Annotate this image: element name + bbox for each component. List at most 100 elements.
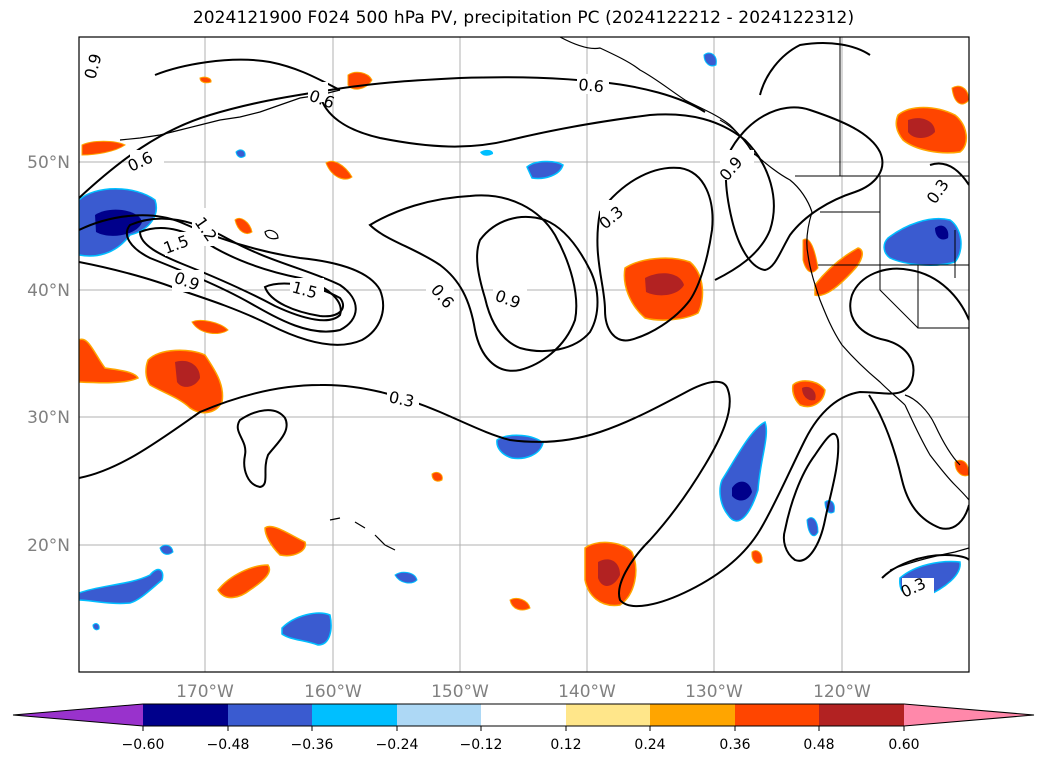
colorbar-segment <box>481 704 566 726</box>
pos-area-small-3 <box>199 76 212 84</box>
colorbar-tick-label: 0.24 <box>634 737 665 753</box>
lat-label-20n: 20°N <box>27 536 70 556</box>
pos-area-sw-1 <box>264 525 307 557</box>
pv-label: 0.6 <box>578 75 605 96</box>
neg-area-hawaii <box>394 571 418 584</box>
pv-contour-east-north <box>759 42 871 96</box>
lat-label-50n: 50°N <box>27 153 70 173</box>
pv-label: 0.3 <box>387 387 416 411</box>
pv-contour-0-6-wave <box>319 94 775 281</box>
colorbar-segment <box>819 704 904 726</box>
pos-area-ne-corner <box>951 85 969 105</box>
lon-label-120w: 120°W <box>813 682 871 702</box>
negative-precip-areas <box>79 52 962 646</box>
pos-area-small-6 <box>509 597 531 611</box>
colorbar-tick-label: −0.24 <box>376 737 419 753</box>
neg-area-south-central <box>281 612 332 646</box>
lon-label-140w: 140°W <box>558 682 616 702</box>
small-island-1 <box>264 229 279 240</box>
neg-core-east <box>732 481 752 501</box>
pos-area-small-1 <box>191 319 229 335</box>
neg-area-small-2 <box>480 149 494 156</box>
hawaii-islands <box>329 517 396 551</box>
colorbar-extend-left <box>13 704 143 726</box>
us-borders <box>795 37 969 329</box>
baja-inner <box>904 394 961 466</box>
colorbar-tick-label: −0.36 <box>291 737 334 753</box>
us-west-coast <box>806 211 906 406</box>
lon-label-150w: 150°W <box>431 682 489 702</box>
pos-core-east-1 <box>802 386 816 401</box>
pv-contour-0-9-east <box>724 106 884 272</box>
neg-area-small-3 <box>235 149 246 158</box>
pv-contour-0-9-central <box>476 215 599 352</box>
colorbar-segment <box>228 704 312 726</box>
latitude-labels: 50°N 40°N 30°N 20°N <box>27 153 70 556</box>
pos-core-south <box>598 559 620 586</box>
pv-contour-1-2 <box>125 217 357 333</box>
colorbar-segment <box>566 704 650 726</box>
pos-area-small-2 <box>234 217 253 234</box>
pv-contour-north-loop <box>154 58 341 91</box>
colorbar: −0.60 −0.48 −0.36 −0.24 −0.12 0.12 0.24 … <box>12 703 1035 753</box>
lon-label-160w: 160°W <box>304 682 362 702</box>
colorbar-segment <box>650 704 735 726</box>
pv-contour-south-loop <box>782 432 840 562</box>
colorbar-tick-label: −0.12 <box>460 737 503 753</box>
colorbar-tick-label: 0.12 <box>550 737 581 753</box>
pos-core-central <box>645 273 684 296</box>
pos-core-big-west <box>175 360 200 387</box>
colorbar-ticks <box>142 726 905 731</box>
alaska-coast <box>559 37 756 156</box>
colorbar-segment <box>397 704 481 726</box>
colorbar-tick-label: −0.60 <box>122 737 165 753</box>
pv-contour-east-wave <box>868 394 969 530</box>
map-title: 2024121900 F024 500 hPa PV, precipitatio… <box>192 8 855 28</box>
positive-precip-areas <box>79 71 969 611</box>
lon-label-130w: 130°W <box>685 682 743 702</box>
colorbar-tick-label: −0.48 <box>207 737 250 753</box>
pv-contour-1-5-west <box>138 227 342 322</box>
lat-label-30n: 30°N <box>27 408 70 428</box>
lat-label-40n: 40°N <box>27 281 70 301</box>
pos-core-pnw <box>908 118 935 138</box>
bc-coast <box>719 119 813 213</box>
pos-area-north-west <box>81 140 126 156</box>
colorbar-tick-label: 0.48 <box>803 737 834 753</box>
colorbar-tick-label: 0.60 <box>888 737 919 753</box>
neg-area-small-4 <box>92 623 100 631</box>
pv-contour-0-6-central <box>368 194 578 372</box>
pv-contour-ne <box>929 162 969 186</box>
colorbar-segment <box>312 704 397 726</box>
border-states-west <box>818 176 969 329</box>
colorbar-extend-right <box>904 704 1034 726</box>
map-frame <box>78 36 970 673</box>
aleutian-islands <box>119 89 341 141</box>
colorbar-tick-label: 0.36 <box>719 737 750 753</box>
pos-area-small-7 <box>751 550 763 564</box>
longitude-labels: 170°W 160°W 150°W 140°W 130°W 120°W <box>176 682 871 702</box>
pos-area-west-1 <box>79 338 140 384</box>
pos-area-sw-2 <box>217 564 271 599</box>
coastlines <box>119 37 969 571</box>
colorbar-segment <box>735 704 819 726</box>
neg-area-east <box>719 420 768 522</box>
colorbar-segment <box>143 704 228 726</box>
neg-core-nevada <box>935 225 949 240</box>
pos-area-small-5 <box>431 471 443 482</box>
baja-california <box>904 404 969 501</box>
map-background <box>79 37 969 672</box>
pos-area-small-4 <box>325 160 353 180</box>
neg-area-sw <box>79 568 164 605</box>
pv-contour-0-3-loop-south <box>236 409 288 489</box>
pv-labels: 0.9 0.6 0.6 0.6 1.2 1.5 1.5 0.9 0.3 0.6 … <box>81 52 958 602</box>
pv-contour-0-3-central <box>596 166 714 342</box>
neg-area-small-1 <box>159 544 174 555</box>
mexico-coast <box>889 547 969 571</box>
pv-contours <box>79 42 969 608</box>
lon-label-170w: 170°W <box>176 682 234 702</box>
neg-area-north-mid <box>526 160 564 180</box>
neg-area-east-small <box>806 517 819 537</box>
neg-area-alaska <box>703 52 717 67</box>
